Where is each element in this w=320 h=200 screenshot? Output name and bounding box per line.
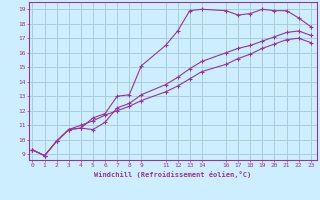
X-axis label: Windchill (Refroidissement éolien,°C): Windchill (Refroidissement éolien,°C) [94,171,252,178]
